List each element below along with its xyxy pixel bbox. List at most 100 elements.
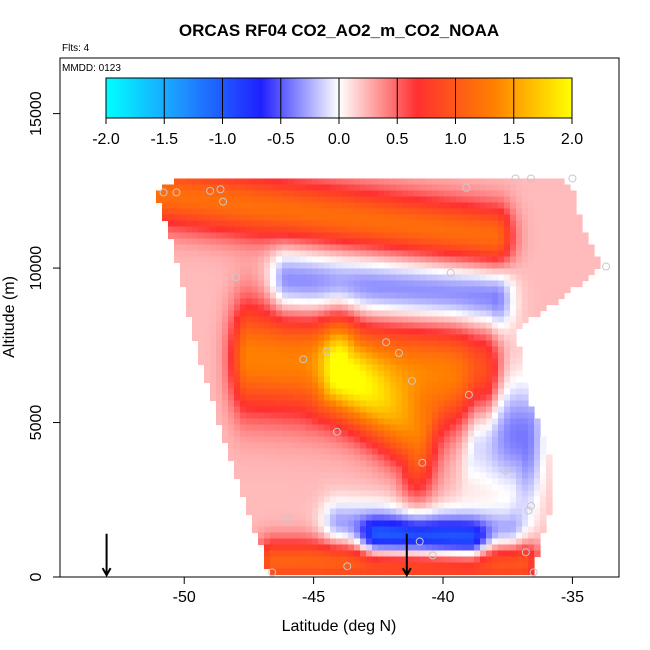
heatmap-cell xyxy=(378,256,385,264)
heatmap-cell xyxy=(264,394,271,402)
heatmap-cell xyxy=(450,412,457,420)
heatmap-cell xyxy=(198,178,205,186)
heatmap-cell xyxy=(528,448,535,456)
heatmap-cell xyxy=(516,178,523,186)
heatmap-cell xyxy=(228,274,235,282)
heatmap-cell xyxy=(288,418,295,426)
heatmap-cell xyxy=(444,334,451,342)
heatmap-cell xyxy=(282,364,289,372)
heatmap-cell xyxy=(234,394,241,402)
heatmap-cell xyxy=(426,310,433,318)
heatmap-cell xyxy=(498,382,505,390)
heatmap-cell xyxy=(288,352,295,360)
heatmap-cell xyxy=(390,358,397,366)
heatmap-cell xyxy=(300,466,307,474)
heatmap-cell xyxy=(378,238,385,246)
heatmap-cell xyxy=(300,550,307,558)
heatmap-cell xyxy=(564,244,571,252)
heatmap-cell xyxy=(282,526,289,534)
heatmap-cell xyxy=(492,514,499,522)
heatmap-cell xyxy=(558,292,565,300)
heatmap-cell xyxy=(528,238,535,246)
heatmap-cell xyxy=(378,250,385,258)
heatmap-cell xyxy=(480,358,487,366)
heatmap-cell xyxy=(294,214,301,222)
heatmap-cell xyxy=(276,178,283,186)
heatmap-cell xyxy=(264,442,271,450)
heatmap-cell xyxy=(294,322,301,330)
heatmap-cell xyxy=(456,256,463,264)
heatmap-cell xyxy=(402,526,409,534)
heatmap-cell xyxy=(222,250,229,258)
heatmap-cell xyxy=(414,412,421,420)
heatmap-cell xyxy=(204,352,211,360)
heatmap-cell xyxy=(426,562,433,570)
heatmap-cell xyxy=(276,298,283,306)
heatmap-cell xyxy=(318,544,325,552)
heatmap-cell xyxy=(336,526,343,534)
heatmap-cell xyxy=(288,334,295,342)
heatmap-cell xyxy=(552,196,559,204)
heatmap-cell xyxy=(336,412,343,420)
heatmap-cell xyxy=(222,370,229,378)
heatmap-cell xyxy=(414,370,421,378)
heatmap-cell xyxy=(474,286,481,294)
heatmap-cell xyxy=(360,286,367,294)
heatmap-cell xyxy=(228,376,235,384)
heatmap-cell xyxy=(210,298,217,306)
heatmap-cell xyxy=(306,196,313,204)
heatmap-cell xyxy=(540,262,547,270)
heatmap-cell xyxy=(378,406,385,414)
heatmap-cell xyxy=(528,442,535,450)
heatmap-cell xyxy=(192,280,199,288)
heatmap-cell xyxy=(432,208,439,216)
heatmap-cell xyxy=(222,304,229,312)
heatmap-cell xyxy=(522,388,529,396)
heatmap-cell xyxy=(396,214,403,222)
heatmap-cell xyxy=(360,502,367,510)
heatmap-cell xyxy=(396,502,403,510)
heatmap-cell xyxy=(516,508,523,516)
heatmap-cell xyxy=(426,370,433,378)
heatmap-cell xyxy=(228,400,235,408)
heatmap-cell xyxy=(360,412,367,420)
heatmap-cell xyxy=(576,256,583,264)
heatmap-cell xyxy=(480,562,487,570)
heatmap-cell xyxy=(414,250,421,258)
heatmap-cell xyxy=(444,460,451,468)
heatmap-cell xyxy=(516,568,523,576)
heatmap-cell xyxy=(360,394,367,402)
heatmap-cell xyxy=(522,244,529,252)
heatmap-cell xyxy=(216,256,223,264)
heatmap-cell xyxy=(414,244,421,252)
heatmap-cell xyxy=(474,556,481,564)
heatmap-cell xyxy=(468,340,475,348)
heatmap-cell xyxy=(276,190,283,198)
heatmap-cell xyxy=(222,376,229,384)
heatmap-cell xyxy=(330,550,337,558)
heatmap-cell xyxy=(294,364,301,372)
heatmap-cell xyxy=(288,472,295,480)
heatmap-cell xyxy=(432,520,439,528)
heatmap-cell xyxy=(222,328,229,336)
heatmap-cell xyxy=(390,430,397,438)
heatmap-cell xyxy=(468,316,475,324)
heatmap-cell xyxy=(576,244,583,252)
heatmap-cell xyxy=(186,220,193,228)
heatmap-cell xyxy=(408,304,415,312)
heatmap-cell xyxy=(546,250,553,258)
heatmap-cell xyxy=(402,448,409,456)
heatmap-cell xyxy=(516,316,523,324)
heatmap-cell xyxy=(492,376,499,384)
heatmap-cell xyxy=(294,382,301,390)
heatmap-cell xyxy=(348,538,355,546)
heatmap-cell xyxy=(480,448,487,456)
heatmap-cell xyxy=(246,328,253,336)
heatmap-cell xyxy=(534,430,541,438)
heatmap-cell xyxy=(456,244,463,252)
heatmap-cell xyxy=(348,280,355,288)
heatmap-cell xyxy=(462,454,469,462)
heatmap-cell xyxy=(426,226,433,234)
heatmap-cell xyxy=(522,490,529,498)
heatmap-cell xyxy=(258,400,265,408)
